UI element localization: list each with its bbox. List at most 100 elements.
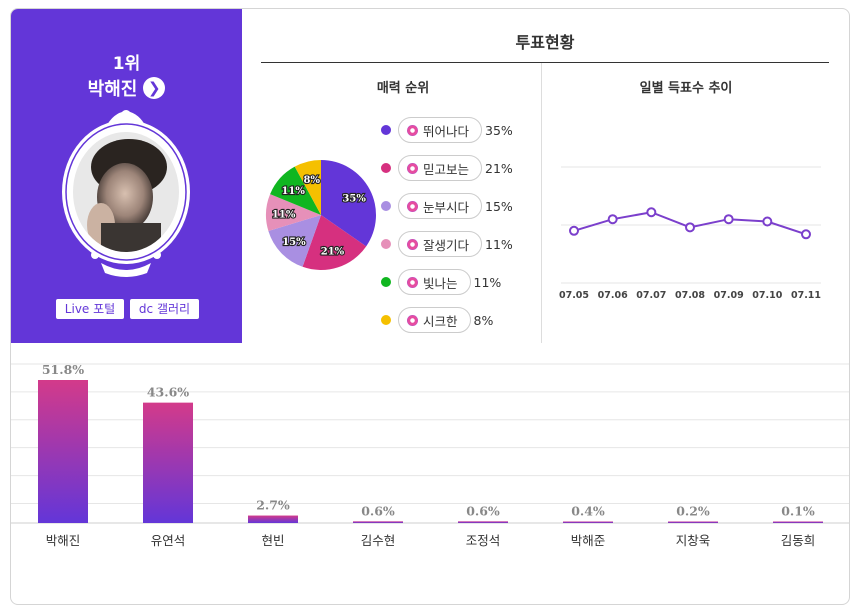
legend-percent: 35% [485, 122, 513, 138]
flower-icon [407, 276, 418, 288]
daily-votes-line-chart: 07.05 07.06 07.07 07.08 07.09 07.10 07.11 [559, 166, 821, 301]
legend-item[interactable]: 빛나는 11% [381, 269, 501, 295]
legend-label: 뛰어나다 [423, 123, 470, 139]
legend-percent: 11% [473, 274, 502, 290]
data-point [646, 207, 657, 218]
legend-pill[interactable]: 눈부시다 [398, 193, 483, 219]
x-tick-label: 07.07 [636, 290, 666, 301]
x-tick-label: 07.08 [675, 290, 705, 301]
pie-slice-label: 21% [321, 247, 345, 258]
data-point [801, 229, 811, 240]
legend-percent: 11% [485, 236, 513, 252]
rank-label: 1위 [112, 54, 141, 74]
section-divider [541, 63, 542, 343]
legend-item[interactable]: 뛰어나다 35% [381, 117, 513, 143]
legend-percent: 21% [485, 160, 513, 176]
legend-color-dot [381, 315, 391, 325]
data-point [762, 216, 773, 227]
bar-category-label: 현빈 [261, 533, 284, 548]
title-divider [261, 62, 829, 63]
bar [38, 380, 88, 523]
rank-name: 박해진 [87, 79, 138, 100]
legend-item[interactable]: 눈부시다 15% [381, 193, 513, 219]
profile-mirror-frame [62, 110, 190, 277]
legend-label: 믿고보는 [423, 161, 470, 177]
rank-name-row: 박해진 ❯ [11, 75, 242, 101]
bar-category-label: 유연석 [151, 533, 186, 548]
charm-rank-title: 매력 순위 [376, 81, 430, 96]
legend-color-dot [381, 277, 391, 287]
flower-icon [407, 162, 418, 174]
bar-value-label: 0.4% [571, 504, 605, 519]
pie-slice-1 [302, 215, 367, 270]
pie-slice-label: 15% [282, 237, 306, 248]
legend-pill[interactable]: 잘생기다 [398, 231, 483, 257]
charm-pie-chart: 35%21%15%11%11%8% [266, 160, 376, 270]
profile-photo [73, 132, 179, 252]
chevron-right-icon[interactable]: ❯ [143, 77, 166, 99]
pie-slice-label: 11% [281, 186, 305, 197]
bar [458, 521, 508, 523]
flower-icon [407, 200, 418, 212]
legend-color-dot [381, 125, 391, 135]
x-tick-label: 07.06 [598, 290, 628, 301]
legend-percent: 8% [473, 312, 494, 328]
pie-slice-label: 11% [272, 209, 296, 220]
x-tick-label: 07.10 [752, 290, 782, 301]
bar [248, 515, 298, 523]
pie-slice-label: 8% [304, 175, 321, 186]
x-tick-label: 07.05 [559, 290, 589, 301]
legend-color-dot [381, 201, 391, 211]
bar [143, 402, 193, 523]
data-point [723, 214, 734, 225]
legend-percent: 15% [485, 198, 513, 214]
bar-value-label: 51.8% [42, 362, 84, 377]
bar-value-label: 0.6% [466, 503, 500, 518]
pie-slice-5 [294, 160, 321, 215]
x-tick-label: 07.11 [791, 290, 821, 301]
legend-color-dot [381, 239, 391, 249]
bar-value-label: 0.1% [781, 504, 815, 519]
bar [353, 521, 403, 523]
data-point [685, 222, 695, 233]
legend-label: 잘생기다 [423, 237, 470, 253]
pie-slice-0 [321, 160, 376, 247]
bar-category-label: 지창욱 [676, 533, 711, 548]
bar-value-label: 0.2% [676, 504, 710, 519]
pie-slice-label: 35% [342, 194, 366, 205]
bar-value-label: 2.7% [256, 498, 290, 513]
flower-icon [407, 124, 418, 136]
bar [563, 521, 613, 523]
bar [668, 521, 718, 523]
vote-status-title: 투표현황 [515, 33, 575, 52]
legend-item[interactable]: 잘생기다 11% [381, 231, 513, 257]
candidate-bar-chart: 51.8% 박해진 43.6% 유연석 2.7% 현빈 0.6% 김수현 0.6% 조정석 0.4%… [11, 362, 849, 548]
top-rank-panel: 1위 박해진 ❯ [11, 9, 242, 343]
legend-pill[interactable]: 시크한 [398, 307, 471, 333]
x-tick-label: 07.09 [714, 290, 744, 301]
legend-label: 시크한 [423, 313, 458, 329]
flower-icon [407, 238, 418, 250]
legend-item[interactable]: 시크한 8% [381, 307, 493, 333]
data-point [569, 225, 579, 236]
legend-pill[interactable]: 믿고보는 [398, 155, 483, 181]
bar-category-label: 박해진 [46, 533, 81, 548]
flower-icon [407, 314, 418, 326]
legend-pill[interactable]: 빛나는 [398, 269, 471, 295]
legend-color-dot [381, 163, 391, 173]
pie-slice-4 [270, 166, 321, 215]
bar-category-label: 조정석 [466, 533, 501, 548]
pie-slice-3 [266, 194, 321, 232]
legend-label: 빛나는 [423, 275, 458, 291]
data-point [607, 214, 618, 225]
bar-category-label: 김수현 [361, 533, 396, 548]
legend-item[interactable]: 믿고보는 21% [381, 155, 513, 181]
bar-category-label: 박해준 [571, 533, 606, 548]
dc-gallery-button[interactable]: dc 갤러리 [130, 299, 199, 319]
vote-widget: 1위 박해진 ❯ [10, 8, 850, 605]
pie-slice-2 [268, 215, 321, 267]
bar [773, 521, 823, 523]
legend-pill[interactable]: 뛰어나다 [398, 117, 483, 143]
live-portal-button[interactable]: Live 포털 [56, 299, 124, 319]
bar-category-label: 김동희 [781, 533, 816, 548]
